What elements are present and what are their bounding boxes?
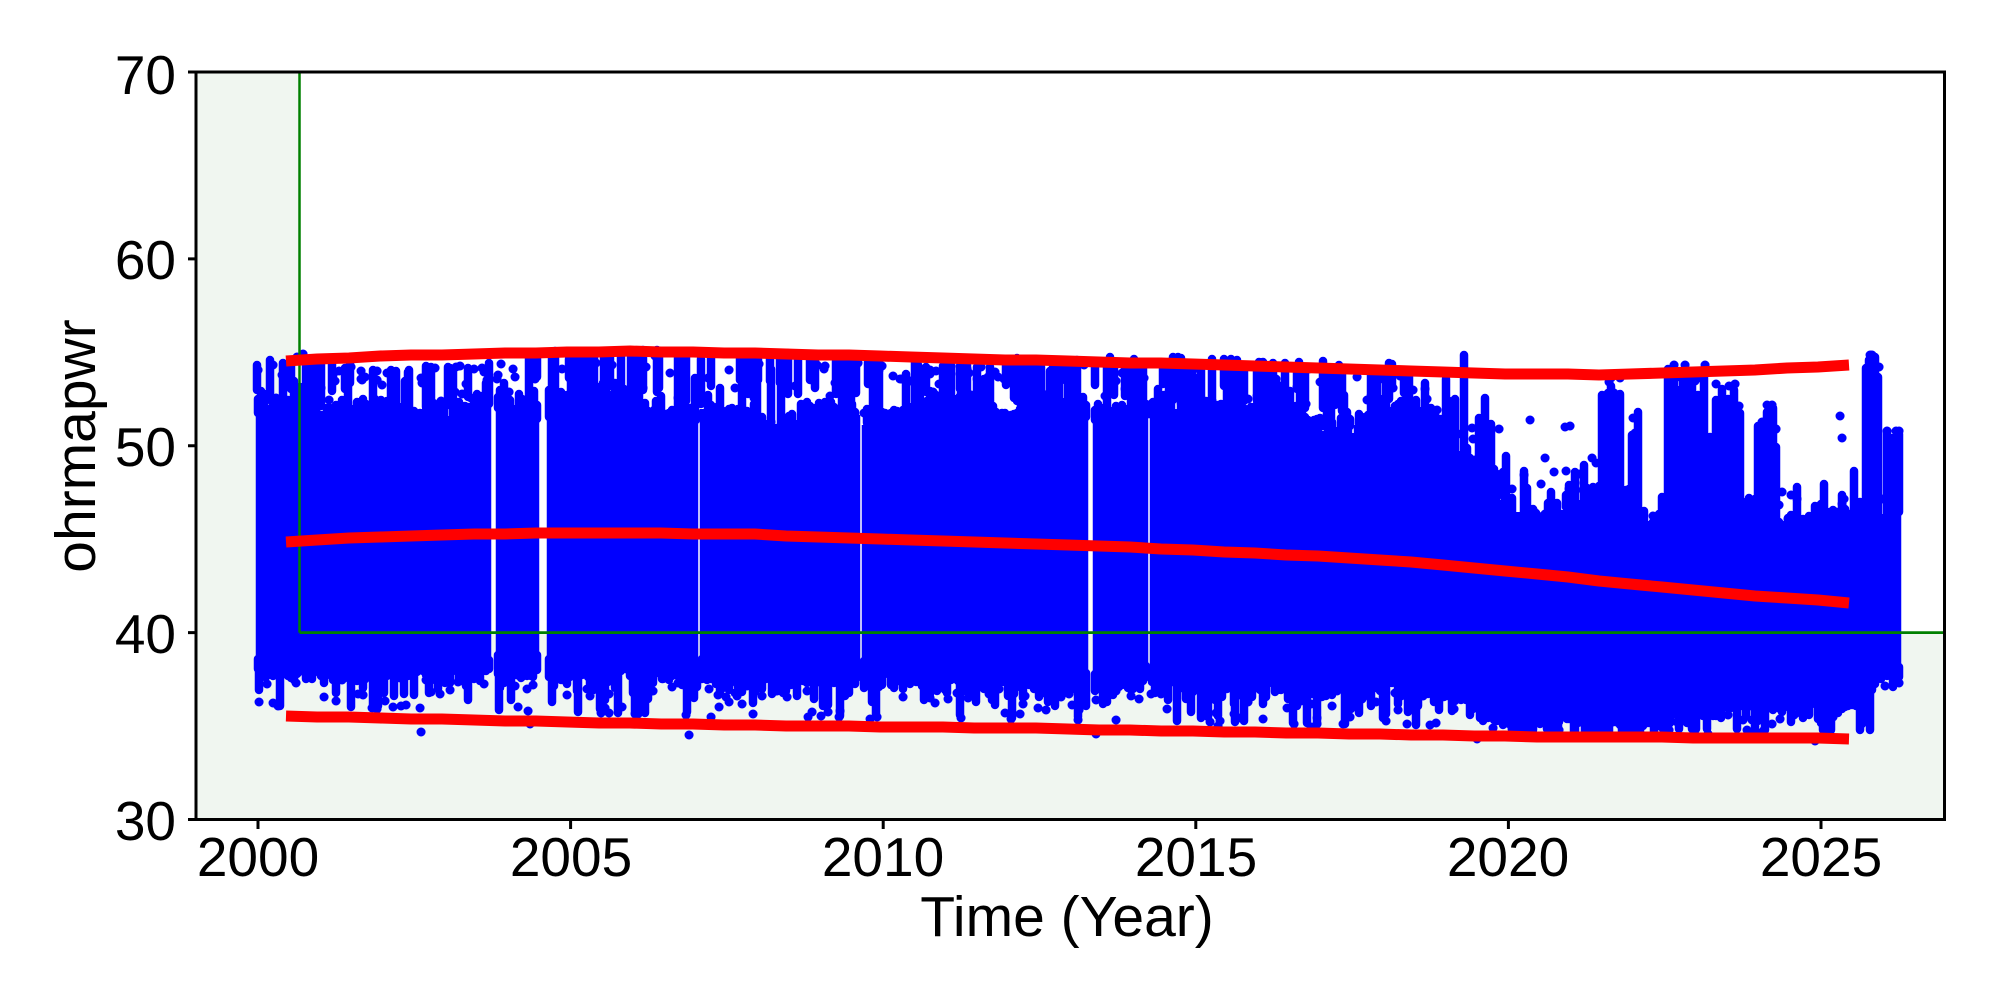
- svg-text:60: 60: [115, 229, 176, 291]
- svg-text:2020: 2020: [1447, 826, 1569, 888]
- svg-text:2010: 2010: [822, 826, 944, 888]
- svg-text:2000: 2000: [197, 826, 319, 888]
- svg-text:Time (Year): Time (Year): [920, 885, 1214, 949]
- svg-text:2015: 2015: [1135, 826, 1257, 888]
- svg-text:2025: 2025: [1760, 826, 1882, 888]
- svg-text:30: 30: [115, 790, 176, 852]
- svg-text:2005: 2005: [510, 826, 632, 888]
- svg-text:40: 40: [115, 603, 176, 665]
- svg-text:70: 70: [115, 44, 176, 106]
- svg-text:50: 50: [115, 416, 176, 478]
- svg-text:ohrmapwr: ohrmapwr: [44, 319, 108, 572]
